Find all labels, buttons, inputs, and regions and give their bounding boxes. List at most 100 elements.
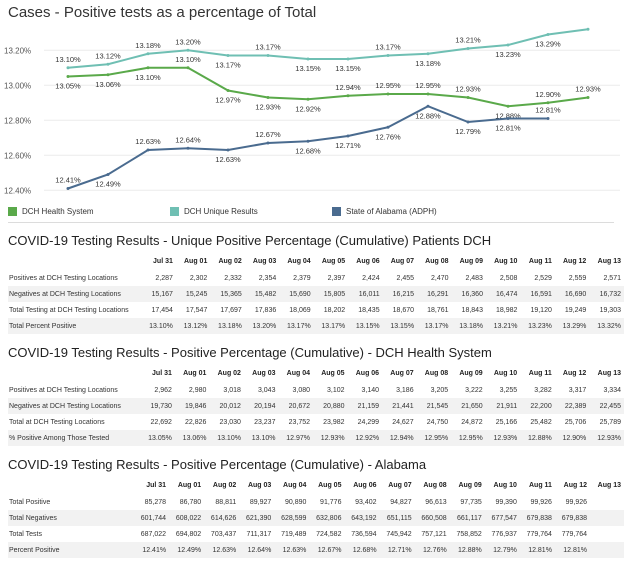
- legend-label-dch-unique: DCH Unique Results: [184, 207, 258, 216]
- table-cell: 24,750: [426, 418, 449, 426]
- table-row: Total Tests 687,022 694,802 703,437 711,317 7…: [8, 526, 624, 542]
- table-cell: 679,838: [519, 510, 555, 526]
- table-cell: 90,890: [284, 498, 307, 506]
- data-point: [546, 117, 550, 120]
- table-cell: 779,764: [526, 530, 552, 538]
- data-label: 12.95%: [375, 81, 401, 90]
- data-point: [186, 66, 190, 70]
- column-header: Aug 03: [252, 257, 277, 265]
- table-cell: 13.32%: [589, 318, 624, 334]
- table-cell: 2,470: [430, 274, 449, 282]
- table-dch-health-system: Jul 31 Aug 01 Aug 02 Aug 03 Aug 04 Aug 05 Aug …: [8, 364, 624, 446]
- table-cell: 13.05%: [140, 430, 175, 446]
- data-point: [306, 139, 310, 143]
- row-label: Total at DCH Testing Locations: [9, 418, 105, 426]
- column-header: Aug 13: [597, 481, 621, 489]
- column-header: Aug 10: [493, 481, 517, 489]
- table-cell: 15,245: [175, 286, 211, 302]
- table-row: % Positive Among Those Tested 13.05% 13.06…: [8, 430, 624, 446]
- table-cell: 614,626: [204, 510, 240, 526]
- data-label: 13.12%: [95, 51, 121, 60]
- table-cell: 736,594: [351, 530, 377, 538]
- data-label: 13.32%: [575, 24, 601, 25]
- data-label: 13.06%: [95, 80, 121, 89]
- table-cell: 89,927: [249, 498, 272, 506]
- table-cell: 711,317: [246, 530, 272, 538]
- table-cell: 22,826: [185, 418, 207, 426]
- table-cell: 12.79%: [484, 542, 520, 558]
- table-cell: 20,012: [209, 398, 244, 414]
- column-header: Aug 09: [459, 369, 483, 377]
- row-label: Negatives at DCH Testing Locations: [8, 398, 141, 414]
- column-header: Aug 10: [494, 257, 518, 265]
- table-cell: 12.92%: [347, 430, 383, 446]
- data-point: [186, 146, 190, 150]
- table-alabama: Jul 31 Aug 01 Aug 02 Aug 03 Aug 04 Aug 05 Aug …: [8, 476, 624, 558]
- column-header: Aug 07: [388, 481, 412, 489]
- data-point: [586, 27, 590, 31]
- table-cell: 776,937: [491, 530, 517, 538]
- row-label: Total Tests: [9, 530, 42, 538]
- data-point: [106, 173, 110, 176]
- table-cell: 18,843: [461, 306, 483, 314]
- table-cell: 628,599: [274, 510, 310, 526]
- y-tick-label: 13.00%: [4, 81, 31, 90]
- table-cell: 12.94%: [382, 430, 417, 446]
- table-cell: 22,692: [150, 418, 172, 426]
- table-cell: 21,650: [451, 398, 486, 414]
- table-row: Total Negatives 601,744 608,022 614,626 621,…: [8, 510, 624, 526]
- table-cell: 17,697: [220, 306, 242, 314]
- table-cell: 20,672: [278, 398, 314, 414]
- table-cell: 601,744: [134, 510, 170, 526]
- table-cell: 16,732: [589, 286, 624, 302]
- column-header: Aug 11: [528, 369, 552, 377]
- table-cell: 643,192: [344, 510, 380, 526]
- data-point: [346, 94, 350, 98]
- table-cell: 13.17%: [279, 318, 314, 334]
- table-cell: 13.23%: [520, 318, 555, 334]
- table-cell: 24,872: [461, 418, 483, 426]
- table-cell: 94,827: [390, 498, 412, 506]
- data-point: [386, 92, 390, 96]
- data-point: [546, 33, 550, 36]
- table-cell: 99,390: [495, 498, 517, 506]
- table-cell: 88,811: [215, 498, 237, 506]
- table-cell: 24,299: [357, 418, 380, 426]
- table-cell: 12.68%: [344, 542, 380, 558]
- data-point: [306, 57, 310, 61]
- data-label: 13.18%: [415, 59, 441, 68]
- table-cell: 779,764: [561, 530, 588, 538]
- table-cell: 3,102: [327, 386, 345, 394]
- table-cell: 13.10%: [141, 318, 176, 334]
- table-cell: 25,706: [564, 418, 587, 426]
- table-cell: 12.90%: [554, 430, 590, 446]
- legend-item-alabama: State of Alabama (ADPH): [332, 207, 437, 216]
- column-header: Aug 01: [183, 369, 207, 377]
- table-cell: 2,397: [327, 274, 346, 282]
- column-header: Aug 02: [212, 481, 237, 489]
- table-cell: 20,194: [243, 398, 279, 414]
- table-cell: 16,291: [417, 286, 452, 302]
- data-point: [66, 187, 70, 190]
- data-label: 12.63%: [135, 137, 161, 146]
- table-cell: 2,559: [568, 274, 587, 282]
- legend-swatch-dch-unique: [170, 207, 179, 216]
- table-cell: 16,591: [520, 286, 555, 302]
- column-header: Aug 01: [177, 481, 202, 489]
- table-cell: 13.21%: [485, 318, 521, 334]
- column-header: Aug 09: [458, 481, 482, 489]
- table-cell: 12.95%: [416, 430, 452, 446]
- table-cell: 18,761: [427, 306, 449, 314]
- data-point: [66, 66, 70, 70]
- table-cell: 724,582: [316, 530, 342, 538]
- table-cell: 15,805: [313, 286, 349, 302]
- y-tick-label: 13.20%: [4, 46, 31, 55]
- row-label: Total Negatives: [8, 510, 134, 526]
- data-point: [106, 73, 110, 77]
- column-header: Aug 06: [356, 257, 380, 265]
- data-point: [106, 62, 110, 66]
- data-label: 12.79%: [455, 127, 481, 136]
- chart-title: Cases - Positive tests as a percentage o…: [8, 4, 317, 21]
- table-cell: 12.95%: [451, 430, 486, 446]
- table-cell: 13.29%: [554, 318, 590, 334]
